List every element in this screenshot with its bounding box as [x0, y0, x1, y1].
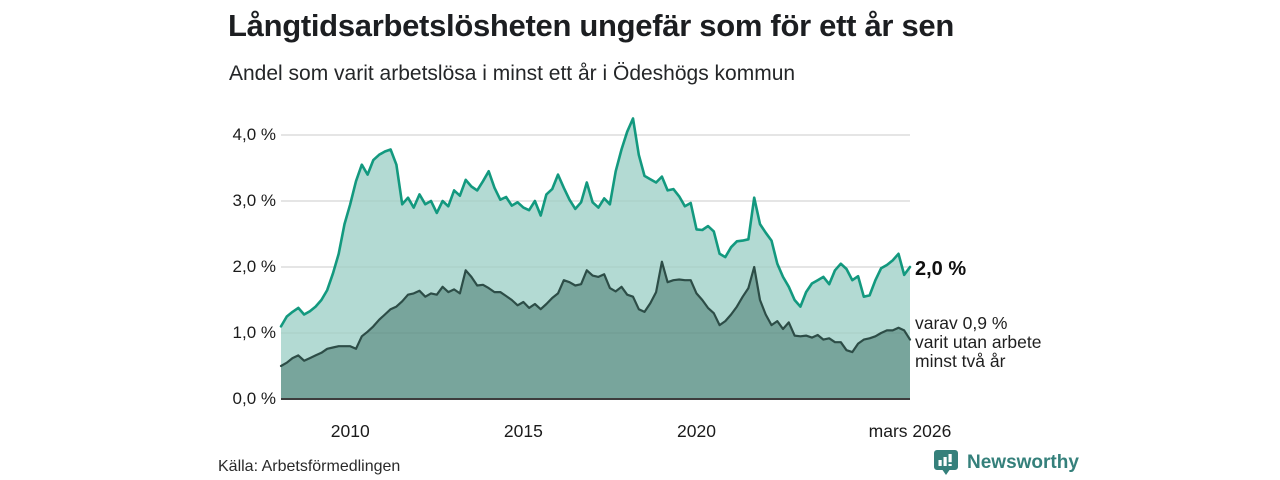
annotation-line: minst två år: [915, 351, 1006, 371]
y-axis-label: 0,0 %: [232, 389, 276, 408]
bar-chart-speech-bubble-icon: [933, 449, 959, 477]
page-subtitle: Andel som varit arbetslösa i minst ett å…: [229, 62, 796, 85]
series-annotation: varav 0,9 % varit utan arbete minst två …: [915, 314, 1041, 371]
brand-name: Newsworthy: [967, 452, 1079, 473]
x-axis-label: 2015: [503, 421, 543, 441]
brand-logo: Newsworthy: [933, 449, 1079, 477]
annotation-line: varav 0,9 %: [915, 313, 1008, 333]
x-axis-label: 2020: [677, 421, 716, 441]
page-title: Långtidsarbetslösheten ungefär som för e…: [228, 8, 955, 43]
y-axis-label: 1,0 %: [232, 323, 276, 342]
source-credit: Källa: Arbetsförmedlingen: [218, 458, 401, 475]
y-axis-label: 3,0 %: [232, 191, 276, 210]
series-end-value-label: 2,0 %: [915, 258, 967, 280]
x-axis-label: 2010: [330, 421, 370, 441]
y-axis-label: 2,0 %: [232, 257, 276, 276]
x-axis-label: mars 2026: [868, 421, 952, 441]
annotation-line: varit utan arbete: [915, 332, 1042, 352]
y-axis-label: 4,0 %: [232, 125, 276, 144]
